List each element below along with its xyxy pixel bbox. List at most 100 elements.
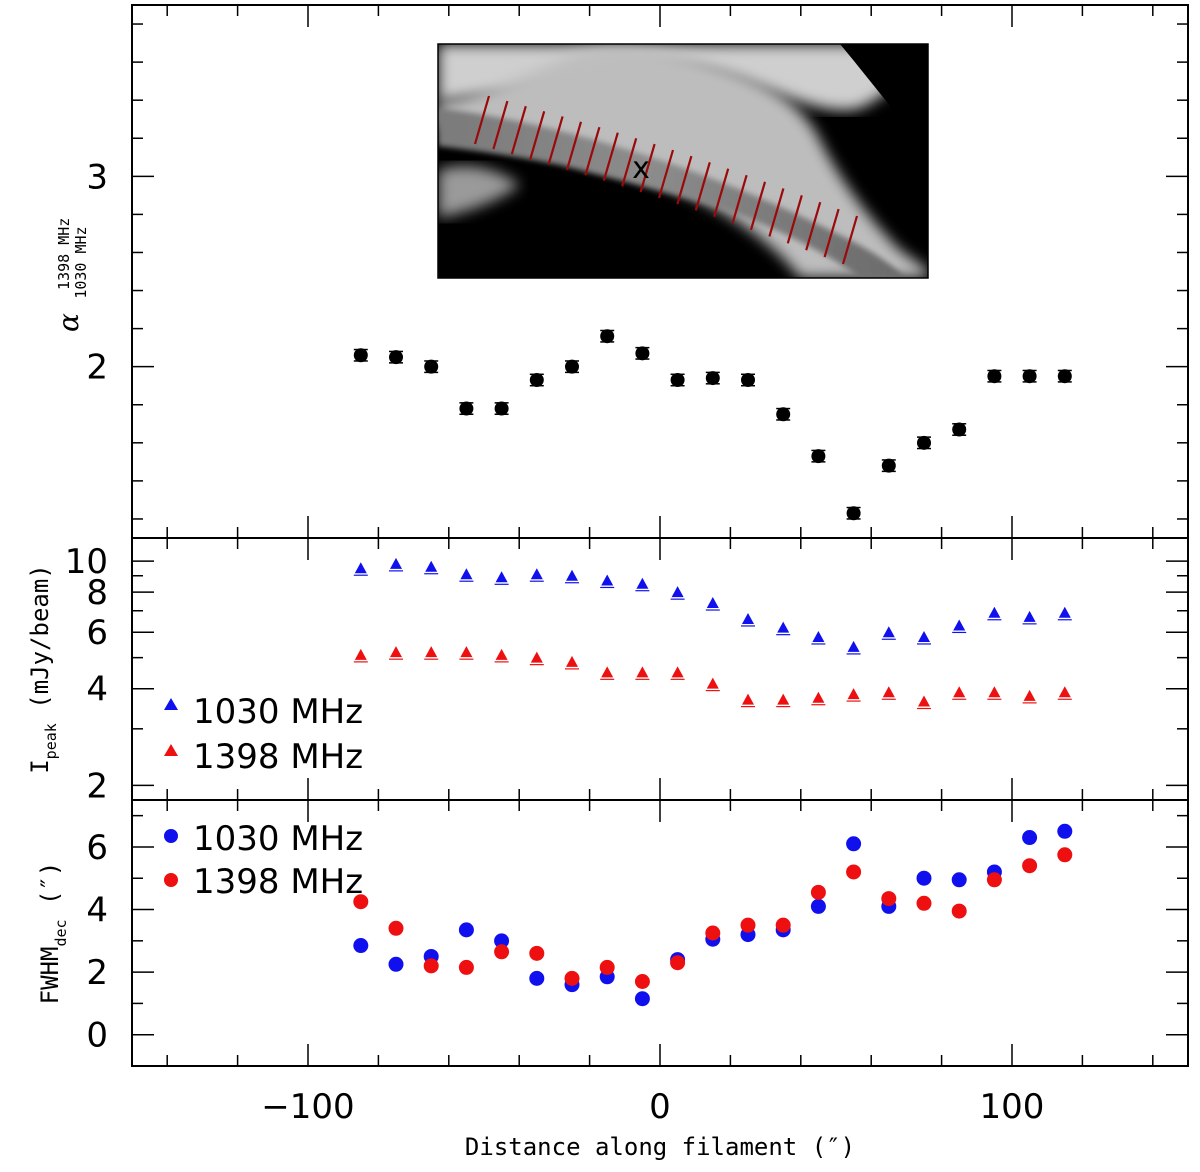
ipeak-marker bbox=[882, 626, 895, 638]
ipeak-point-1398 bbox=[565, 655, 579, 670]
ipeak-marker bbox=[530, 568, 543, 580]
ipeak-point-1030 bbox=[565, 569, 579, 584]
y-tick-label: 4 bbox=[86, 670, 108, 710]
legend-ipeak-1398-marker bbox=[164, 744, 178, 756]
ipeak-marker bbox=[847, 688, 860, 700]
ipeak-marker bbox=[601, 574, 614, 586]
ipeak-point-1030 bbox=[1057, 606, 1072, 621]
fwhm-point-1030 bbox=[916, 870, 932, 886]
slice-line bbox=[621, 137, 638, 187]
y-tick-label: 4 bbox=[86, 891, 108, 931]
fwhm-point-1398 bbox=[1022, 858, 1038, 874]
ipeak-marker bbox=[495, 571, 508, 583]
fwhm-point-1398 bbox=[986, 872, 1002, 888]
legend-fwhm-1030-marker bbox=[164, 829, 178, 843]
alpha-point bbox=[494, 401, 509, 416]
slice-line bbox=[841, 215, 859, 265]
slice-line bbox=[768, 188, 785, 237]
ipeak-marker bbox=[636, 577, 649, 589]
y-tick-label: 0 bbox=[86, 1016, 108, 1056]
alpha-point bbox=[776, 407, 791, 422]
ipeak-point-1030 bbox=[635, 577, 650, 592]
legend-fwhm: 1030 MHz 1398 MHz bbox=[164, 819, 363, 902]
ipeak-marker bbox=[1023, 689, 1036, 701]
slice-line bbox=[713, 168, 730, 217]
fwhm-point-1030 bbox=[634, 991, 650, 1007]
alpha-point bbox=[917, 435, 931, 450]
slice-lines bbox=[473, 95, 859, 265]
alpha-point bbox=[846, 506, 861, 521]
fwhm-point-1030 bbox=[494, 933, 510, 949]
ipeak-marker bbox=[777, 621, 790, 633]
alpha-point bbox=[353, 348, 368, 363]
fwhm-point-1398 bbox=[1057, 847, 1073, 863]
ipeak-marker bbox=[847, 640, 860, 652]
slice-line bbox=[676, 155, 693, 205]
legend-ipeak-1030-marker bbox=[164, 698, 178, 710]
y-tick-label: 3 bbox=[86, 157, 108, 197]
ipeak-point-1398 bbox=[811, 691, 826, 706]
ipeak-marker bbox=[1058, 606, 1071, 618]
xlabel: Distance along filament (″) bbox=[465, 1133, 855, 1161]
alpha-marker bbox=[353, 348, 368, 363]
ylabel-fwhm-main: FWHM bbox=[36, 947, 64, 1005]
alpha-marker bbox=[494, 401, 509, 416]
alpha-marker bbox=[741, 373, 755, 388]
legend-ipeak-1030: 1030 MHz bbox=[193, 692, 363, 732]
alpha-point bbox=[741, 373, 755, 388]
fwhm-point-1030 bbox=[1022, 830, 1038, 846]
inset-image: x bbox=[437, 43, 929, 279]
alpha-point bbox=[1057, 369, 1072, 384]
ipeak-point-1030 bbox=[529, 568, 544, 582]
fwhm-point-1030 bbox=[529, 970, 545, 986]
fwhm-point-1398 bbox=[916, 895, 932, 911]
ipeak-marker bbox=[354, 648, 367, 660]
ipeak-point-1398 bbox=[741, 693, 755, 708]
fwhm-point-1030 bbox=[1057, 823, 1073, 839]
fwhm-point-1030 bbox=[388, 956, 404, 972]
alpha-point bbox=[1022, 369, 1037, 384]
ylabel-ipeak-main: I bbox=[26, 759, 54, 773]
ipeak-marker bbox=[988, 686, 1001, 698]
alpha-marker bbox=[565, 359, 579, 374]
legend-fwhm-1398: 1398 MHz bbox=[193, 862, 363, 902]
ipeak-marker bbox=[1023, 610, 1036, 622]
ipeak-point-1398 bbox=[600, 666, 615, 680]
ipeak-marker bbox=[390, 557, 402, 569]
ipeak-marker bbox=[812, 630, 825, 642]
ipeak-point-1030 bbox=[670, 586, 685, 600]
fwhm-point-1398 bbox=[670, 955, 686, 971]
y-tick-label: 8 bbox=[86, 573, 108, 613]
ipeak-point-1398 bbox=[494, 648, 509, 663]
ipeak-point-1030 bbox=[705, 597, 720, 611]
fwhm-point-1398 bbox=[529, 945, 545, 961]
alpha-marker bbox=[881, 458, 896, 473]
ipeak-point-1030 bbox=[1022, 610, 1037, 625]
ylabel-alpha-main: α bbox=[52, 313, 85, 332]
fwhm-point-1398 bbox=[740, 917, 756, 933]
alpha-point bbox=[600, 329, 615, 344]
fwhm-point-1398 bbox=[599, 959, 615, 975]
x-tick-label: −100 bbox=[261, 1087, 354, 1127]
ipeak-point-1398 bbox=[917, 695, 931, 710]
alpha-point bbox=[881, 458, 896, 473]
alpha-marker bbox=[424, 359, 439, 374]
slice-line bbox=[492, 100, 509, 150]
slice-line bbox=[694, 161, 711, 211]
ylabel-alpha: α 1030 MHz 1398 MHz bbox=[52, 212, 92, 332]
ipeak-point-1030 bbox=[600, 574, 615, 589]
chart-marks bbox=[353, 329, 1073, 1007]
fwhm-point-1398 bbox=[494, 944, 510, 960]
slice-line bbox=[565, 121, 583, 171]
svg-text:FWHMdec (″): FWHMdec (″) bbox=[36, 862, 70, 1005]
legend-fwhm-1398-marker bbox=[164, 873, 178, 887]
alpha-marker bbox=[776, 407, 791, 422]
ipeak-point-1030 bbox=[424, 560, 439, 575]
ipeak-marker bbox=[882, 686, 895, 698]
ipeak-point-1030 bbox=[389, 557, 403, 572]
fwhm-point-1398 bbox=[951, 903, 967, 919]
legend-fwhm-1030: 1030 MHz bbox=[193, 819, 363, 859]
svg-text:α 1030 MHz 1398 MH: α 1030 MHz 1398 MHz bbox=[52, 212, 92, 332]
fwhm-point-1398 bbox=[881, 891, 897, 907]
ipeak-point-1030 bbox=[741, 612, 755, 627]
